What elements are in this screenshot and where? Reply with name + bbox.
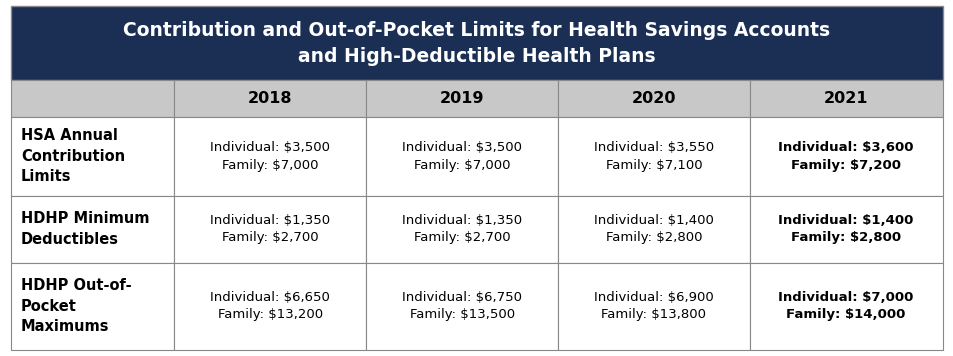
Text: Individual: $1,350
Family: $2,700: Individual: $1,350 Family: $2,700	[401, 214, 521, 244]
Bar	[11, 263, 174, 350]
Text: Individual: $1,400
Family: $2,800: Individual: $1,400 Family: $2,800	[778, 214, 913, 244]
Text: HSA Annual
Contribution
Limits: HSA Annual Contribution Limits	[21, 129, 125, 184]
Text: Individual: $3,500
Family: $7,000: Individual: $3,500 Family: $7,000	[401, 141, 521, 172]
Text: Individual: $6,650
Family: $13,200: Individual: $6,650 Family: $13,200	[211, 291, 330, 321]
Bar	[11, 117, 174, 195]
Bar	[11, 195, 174, 263]
Text: Individual: $3,550
Family: $7,100: Individual: $3,550 Family: $7,100	[593, 141, 713, 172]
Bar	[558, 263, 749, 350]
Bar	[558, 195, 749, 263]
Bar	[749, 263, 942, 350]
Bar	[366, 263, 558, 350]
Text: Individual: $1,350
Family: $2,700: Individual: $1,350 Family: $2,700	[210, 214, 330, 244]
Bar	[558, 80, 749, 117]
Text: Individual: $7,000
Family: $14,000: Individual: $7,000 Family: $14,000	[778, 291, 913, 321]
Bar	[174, 263, 366, 350]
Bar	[11, 6, 942, 80]
Text: 2019: 2019	[439, 91, 484, 106]
Bar	[366, 80, 558, 117]
Text: 2020: 2020	[631, 91, 676, 106]
Bar	[749, 117, 942, 195]
Bar	[366, 117, 558, 195]
Bar	[749, 80, 942, 117]
Bar	[174, 80, 366, 117]
Text: 2018: 2018	[248, 91, 293, 106]
Text: Individual: $1,400
Family: $2,800: Individual: $1,400 Family: $2,800	[594, 214, 713, 244]
Text: Individual: $6,900
Family: $13,800: Individual: $6,900 Family: $13,800	[594, 291, 713, 321]
Bar	[174, 195, 366, 263]
Text: HDHP Out-of-
Pocket
Maximums: HDHP Out-of- Pocket Maximums	[21, 278, 132, 334]
Text: HDHP Minimum
Deductibles: HDHP Minimum Deductibles	[21, 211, 150, 247]
Text: 2021: 2021	[823, 91, 867, 106]
Bar	[749, 195, 942, 263]
Text: Individual: $3,600
Family: $7,200: Individual: $3,600 Family: $7,200	[778, 141, 913, 172]
Bar	[174, 117, 366, 195]
Bar	[11, 80, 174, 117]
Bar	[366, 195, 558, 263]
Text: Individual: $3,500
Family: $7,000: Individual: $3,500 Family: $7,000	[210, 141, 330, 172]
Text: Individual: $6,750
Family: $13,500: Individual: $6,750 Family: $13,500	[401, 291, 521, 321]
Bar	[558, 117, 749, 195]
Text: Contribution and Out-of-Pocket Limits for Health Savings Accounts
and High-Deduc: Contribution and Out-of-Pocket Limits fo…	[123, 21, 830, 66]
